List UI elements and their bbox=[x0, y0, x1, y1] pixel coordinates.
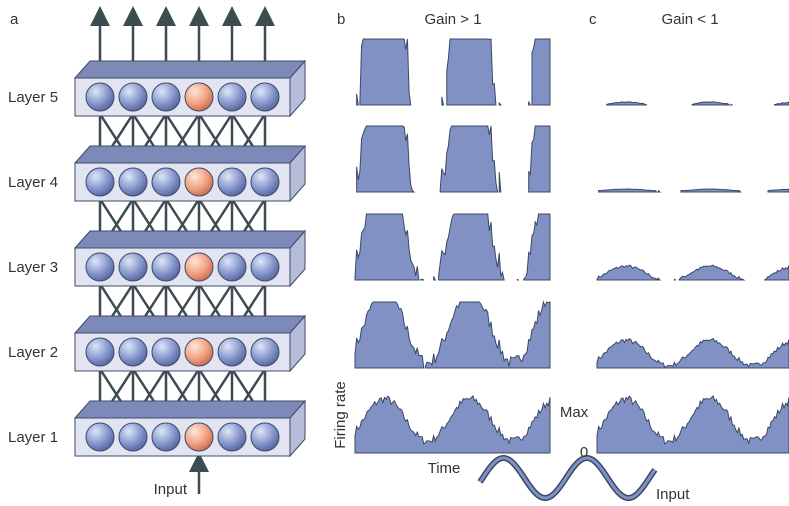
neuron bbox=[86, 253, 114, 281]
zero-label: 0 bbox=[580, 444, 588, 461]
neuron bbox=[119, 423, 147, 451]
neuron bbox=[218, 83, 246, 111]
layer-label: Layer 3 bbox=[8, 259, 58, 276]
trace bbox=[355, 214, 550, 280]
layer-label: Layer 4 bbox=[8, 174, 58, 191]
neuron bbox=[86, 168, 114, 196]
neuron bbox=[251, 83, 279, 111]
neuron bbox=[152, 168, 180, 196]
input-label: Input bbox=[656, 486, 690, 503]
trace bbox=[355, 396, 550, 453]
trace bbox=[355, 302, 550, 368]
neuron bbox=[152, 338, 180, 366]
neuron bbox=[185, 253, 213, 281]
panel-label: c bbox=[589, 11, 597, 28]
neuron bbox=[119, 168, 147, 196]
neuron bbox=[251, 253, 279, 281]
layer-top bbox=[75, 401, 305, 418]
neuron bbox=[86, 423, 114, 451]
panel-title: Gain < 1 bbox=[661, 11, 718, 28]
network: Layer 5 Layer 4 Layer 3 Layer 2 Layer 1 bbox=[8, 16, 305, 494]
neuron bbox=[152, 253, 180, 281]
layer-label: Layer 5 bbox=[8, 89, 58, 106]
trace bbox=[357, 39, 550, 105]
neuron bbox=[251, 338, 279, 366]
neuron bbox=[152, 423, 180, 451]
layer-top bbox=[75, 231, 305, 248]
firing-traces bbox=[355, 39, 789, 498]
neuron bbox=[251, 423, 279, 451]
neuron bbox=[119, 83, 147, 111]
neuron bbox=[185, 83, 213, 111]
figure: a b c Gain > 1 Gain < 1 Layer 5Layer 4La… bbox=[0, 0, 789, 506]
trace bbox=[599, 189, 789, 192]
neuron bbox=[185, 423, 213, 451]
trace bbox=[597, 265, 789, 280]
neuron bbox=[86, 338, 114, 366]
neuron bbox=[218, 253, 246, 281]
neuron bbox=[185, 168, 213, 196]
panel-label: b bbox=[337, 11, 345, 28]
layer-top bbox=[75, 316, 305, 333]
neuron bbox=[152, 83, 180, 111]
neuron bbox=[218, 168, 246, 196]
x-axis-label: Time bbox=[428, 460, 461, 477]
neuron bbox=[119, 338, 147, 366]
neuron bbox=[218, 423, 246, 451]
y-axis-label: Firing rate bbox=[332, 381, 349, 449]
panel-label: a bbox=[10, 11, 19, 28]
trace bbox=[597, 338, 789, 368]
input-wave-inner bbox=[480, 458, 655, 498]
neuron bbox=[218, 338, 246, 366]
layer-top bbox=[75, 61, 305, 78]
layer-label: Layer 2 bbox=[8, 344, 58, 361]
max-label: Max bbox=[560, 404, 589, 421]
trace bbox=[597, 396, 789, 453]
neuron bbox=[119, 253, 147, 281]
panel-title: Gain > 1 bbox=[424, 11, 481, 28]
layer-top bbox=[75, 146, 305, 163]
trace bbox=[357, 126, 550, 192]
neuron bbox=[185, 338, 213, 366]
input-label: Input bbox=[154, 481, 188, 498]
neuron bbox=[251, 168, 279, 196]
trace bbox=[607, 102, 789, 105]
layer-label: Layer 1 bbox=[8, 429, 58, 446]
neuron bbox=[86, 83, 114, 111]
